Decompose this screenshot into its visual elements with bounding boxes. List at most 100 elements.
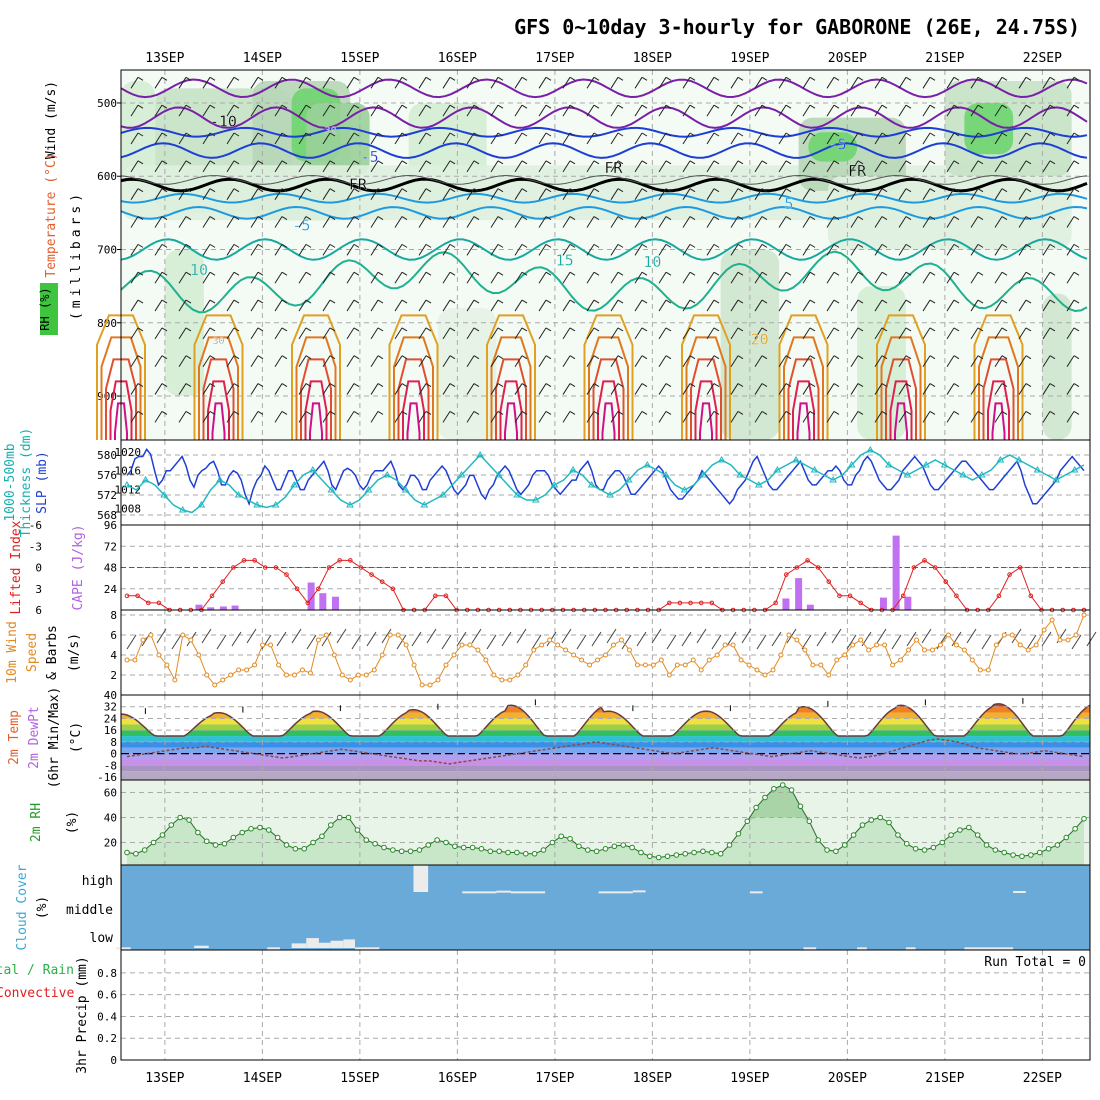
- wind-barb: [562, 216, 571, 228]
- wind-barb: [370, 216, 379, 228]
- wind-barb: [130, 411, 139, 423]
- wind-barb: [778, 383, 787, 395]
- wind-barb: [874, 132, 883, 145]
- wind-barb: [970, 77, 979, 89]
- wind-barb: [706, 188, 715, 200]
- wind-barb: [442, 160, 451, 173]
- wind-barb-flag: [545, 76, 552, 81]
- wind-barb: [658, 216, 667, 228]
- wind-barb-flag: [425, 271, 432, 276]
- wind-barb-flag: [137, 410, 144, 415]
- rh-marker: [1019, 853, 1025, 860]
- wind-barb: [490, 411, 499, 423]
- rh-marker: [257, 824, 263, 831]
- wind-barb: [802, 271, 811, 284]
- wind-barb-flag: [305, 104, 312, 109]
- wind-barb: [562, 383, 571, 395]
- thickness-marker: [401, 486, 410, 493]
- thickness-marker: [1070, 466, 1079, 473]
- wind-marker: [1033, 642, 1039, 648]
- wind-barb-flag: [305, 160, 312, 165]
- wind-barb-flag: [1001, 299, 1008, 304]
- wind-barb-flag: [449, 299, 456, 304]
- wind-barb-flag: [665, 216, 672, 220]
- wind-barb: [490, 355, 499, 368]
- rh-marker: [390, 847, 396, 853]
- wind-barb-flag: [593, 188, 600, 193]
- wind-barb-flag: [1025, 299, 1032, 304]
- wind-barb: [951, 631, 962, 647]
- warm-isotherm: [490, 336, 532, 440]
- rh-marker: [496, 848, 502, 855]
- y-tick-label: 4: [110, 649, 117, 662]
- wind-marker: [156, 652, 162, 658]
- rh-marker: [983, 842, 990, 848]
- wind-barb: [418, 132, 427, 145]
- wind-barb-flag: [137, 216, 144, 220]
- wind-barb: [682, 299, 691, 312]
- wind-barb: [250, 299, 259, 312]
- wind-barb-flag: [761, 327, 768, 332]
- wind-barb: [562, 327, 571, 340]
- wind-barb: [874, 244, 883, 256]
- wind-barb: [970, 299, 979, 312]
- wind-barb: [418, 299, 427, 312]
- date-label-bottom: 16SEP: [438, 1071, 477, 1086]
- wind-barb: [946, 160, 955, 173]
- wind-marker: [571, 652, 577, 658]
- wind-barb: [634, 104, 643, 117]
- cloud-bar: [496, 890, 511, 893]
- wind-barb-flag: [257, 383, 264, 388]
- wind-barb: [802, 383, 811, 395]
- wind-barb: [322, 327, 331, 340]
- thickness-marker: [885, 461, 893, 468]
- wind-barb-flag: [689, 410, 696, 415]
- wind-barb-flag: [1025, 132, 1032, 137]
- wind-barb: [682, 327, 691, 340]
- wind-barb-flag: [737, 132, 744, 137]
- thickness-marker: [383, 471, 392, 478]
- wind-barb-flag: [713, 76, 720, 81]
- wind-barb-flag: [377, 383, 384, 388]
- wind-barb: [966, 628, 977, 644]
- wind-barb: [946, 271, 955, 284]
- wind-barb-flag: [473, 271, 480, 276]
- wind-barb-flag: [761, 132, 768, 137]
- warm-isotherm: [685, 336, 727, 440]
- wind-marker: [834, 657, 840, 663]
- wind-barb-flag: [497, 76, 504, 81]
- wind-barb-flag: [1073, 327, 1080, 332]
- wind-barb-flag: [953, 383, 960, 388]
- wind-barb: [154, 411, 163, 423]
- wind-barb: [322, 383, 331, 395]
- rh-marker: [957, 827, 963, 833]
- wind-barb: [346, 327, 355, 340]
- wind-barb: [514, 160, 523, 173]
- wind-barb: [370, 411, 379, 423]
- wind-barb: [1066, 271, 1075, 284]
- wind-barb: [730, 271, 739, 284]
- date-label-top: 14SEP: [243, 51, 282, 66]
- wind-barb-flag: [833, 410, 840, 415]
- wind-barb: [291, 628, 302, 644]
- wind-barb: [658, 411, 667, 423]
- wind-barb: [394, 271, 403, 284]
- wind-barb: [394, 77, 403, 89]
- wind-barb: [610, 383, 619, 395]
- isotherm-line: [120, 142, 1088, 159]
- wind-barb: [202, 355, 211, 368]
- wind-barb: [754, 271, 763, 284]
- rh-area: [857, 286, 906, 440]
- wind-barb: [538, 411, 547, 423]
- wind-barb: [898, 271, 907, 284]
- wind-marker: [435, 677, 441, 683]
- wind-barb: [322, 216, 331, 228]
- li-marker: [667, 600, 672, 606]
- wind-barb: [586, 132, 595, 145]
- wind-barb-flag: [1001, 271, 1008, 276]
- wind-barb: [610, 188, 619, 200]
- wind-barb: [322, 411, 331, 423]
- wind-barb: [946, 104, 955, 117]
- wind-barb-flag: [593, 243, 600, 248]
- wind-barb: [178, 411, 187, 423]
